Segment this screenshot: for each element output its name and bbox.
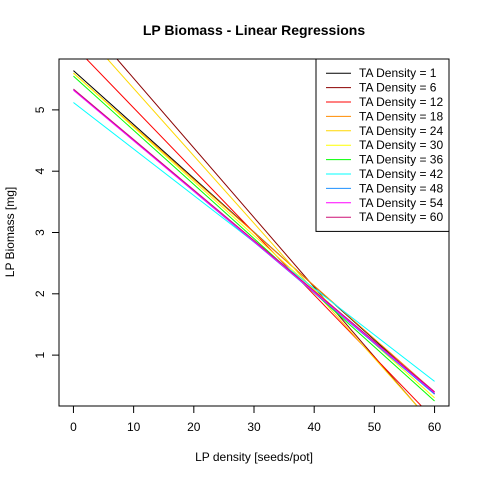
y-axis-label: LP Biomass [mg] <box>3 187 17 277</box>
regression-lines <box>73 59 435 406</box>
regression-line <box>73 72 435 393</box>
x-axis-label: LP density [seeds/pot] <box>195 450 313 464</box>
y-tick-label: 5 <box>33 106 47 113</box>
legend-label: TA Density = 48 <box>359 181 443 195</box>
x-tick-label: 20 <box>187 420 201 434</box>
x-tick-label: 50 <box>368 420 382 434</box>
y-tick-label: 1 <box>33 351 47 358</box>
legend-label: TA Density = 30 <box>359 138 443 152</box>
y-tick-label: 4 <box>33 168 47 175</box>
x-tick-label: 40 <box>308 420 322 434</box>
legend: TA Density = 1TA Density = 6TA Density =… <box>315 58 450 232</box>
x-tick-label: 10 <box>127 420 141 434</box>
x-axis: 0 10 20 30 40 50 60 <box>70 405 442 434</box>
regression-line <box>73 89 435 394</box>
y-tick-label: 2 <box>33 290 47 297</box>
x-tick-label: 0 <box>70 420 77 434</box>
legend-label: TA Density = 60 <box>359 210 443 224</box>
legend-label: TA Density = 24 <box>359 124 443 138</box>
legend-label: TA Density = 1 <box>359 66 437 80</box>
x-tick-label: 30 <box>247 420 261 434</box>
chart-title: LP Biomass - Linear Regressions <box>143 22 365 38</box>
legend-label: TA Density = 6 <box>359 81 437 95</box>
legend-label: TA Density = 18 <box>359 109 443 123</box>
legend-label: TA Density = 54 <box>359 196 443 210</box>
legend-label: TA Density = 36 <box>359 153 443 167</box>
legend-label: TA Density = 42 <box>359 167 443 181</box>
y-axis: 1 2 3 4 5 <box>33 106 60 358</box>
y-tick-label: 3 <box>33 229 47 236</box>
regression-line <box>73 88 435 393</box>
regression-line <box>73 75 435 402</box>
plot-frame <box>58 58 450 407</box>
regression-line <box>106 59 418 406</box>
x-tick-label: 60 <box>428 420 442 434</box>
legend-label: TA Density = 12 <box>359 95 443 109</box>
